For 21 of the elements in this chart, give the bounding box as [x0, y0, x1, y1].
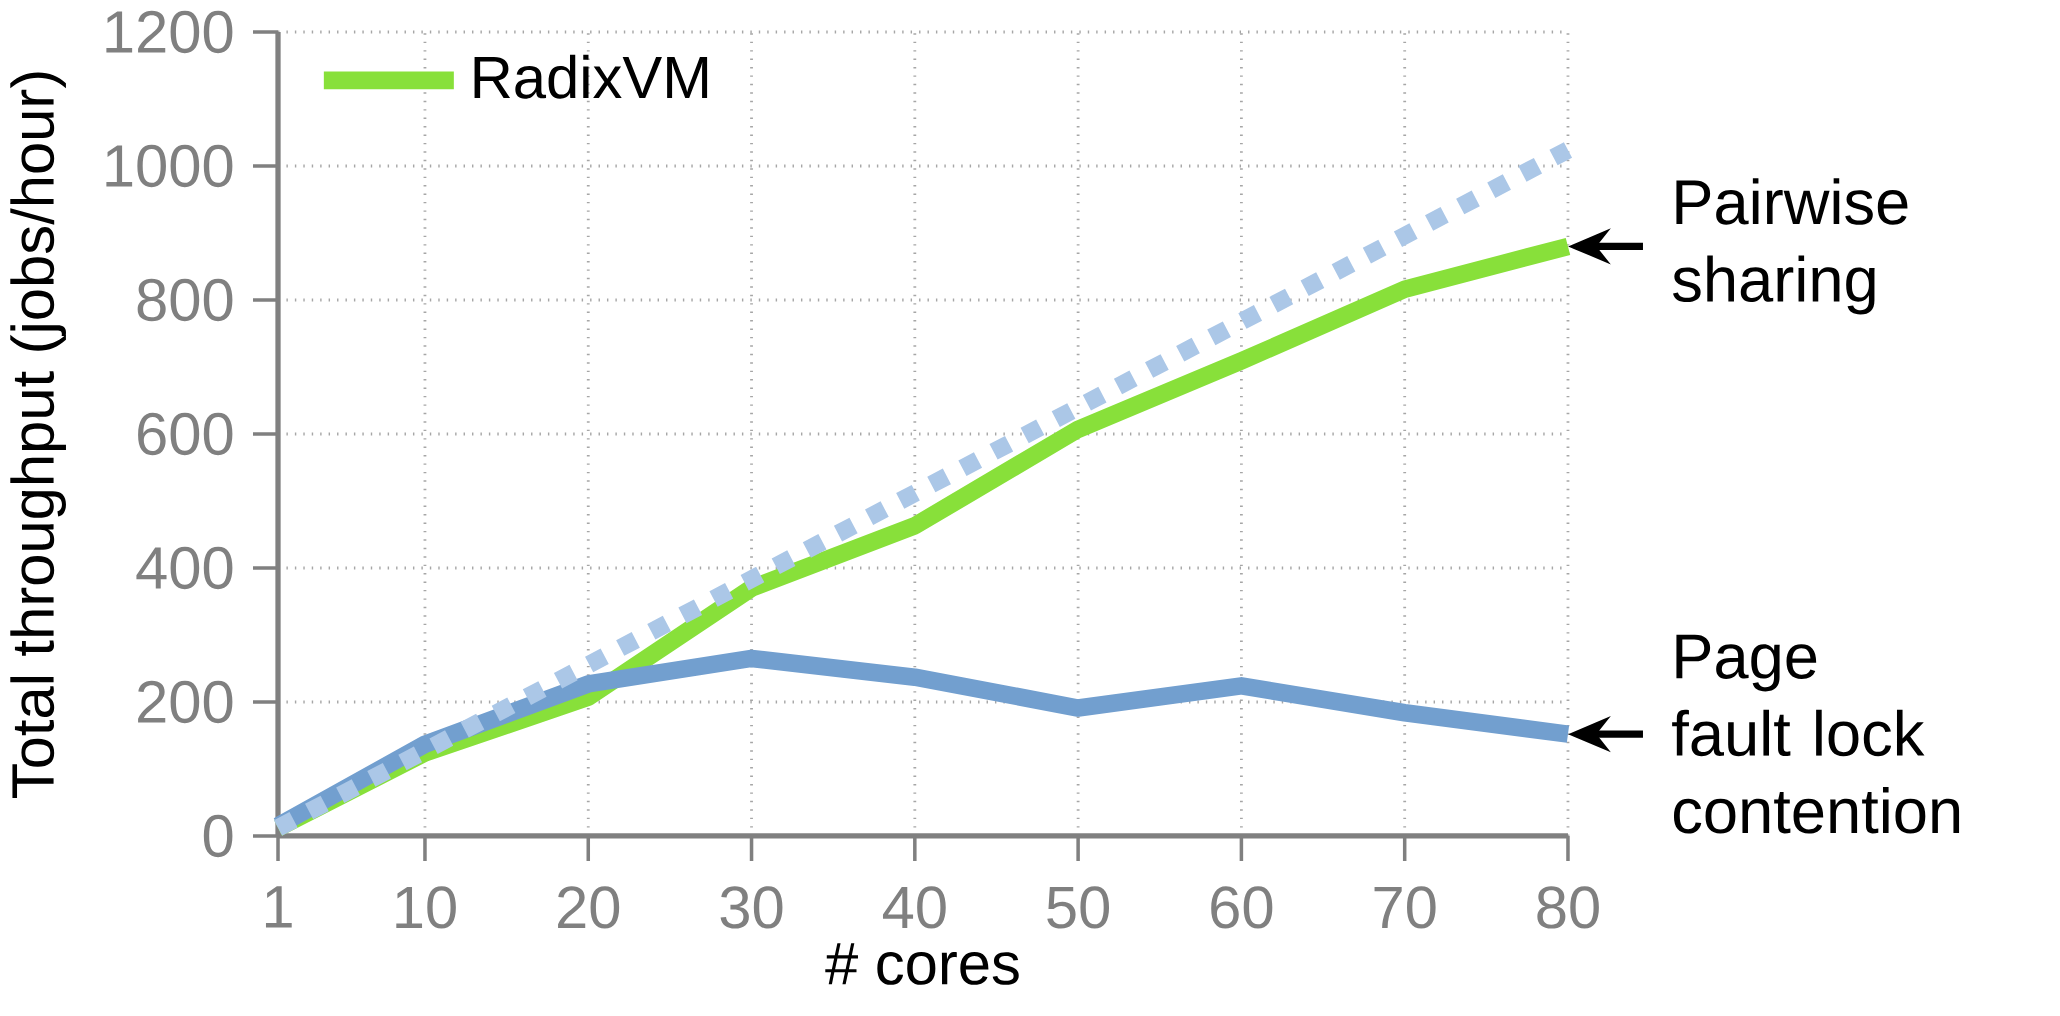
x-tick-label: 30 — [720, 886, 783, 929]
x-tick-label: 50 — [1047, 886, 1110, 929]
x-tick-label: 70 — [1374, 886, 1436, 929]
y-tick-label: 800 — [137, 278, 233, 322]
x-tick-label: 60 — [1211, 886, 1273, 929]
y-tick-label: 0 — [203, 814, 233, 858]
y-tick-label: 400 — [136, 546, 233, 590]
annotation: Page fault lock contention — [1672, 634, 1960, 834]
y-axis-title: Total throughput (jobs/hour) — [10, 72, 66, 799]
legend-label: RadixVM — [474, 54, 708, 99]
annotation: Pairwise sharing — [1673, 178, 1908, 315]
x-tick-label: 80 — [1537, 886, 1599, 929]
x-tick-label: 1 — [265, 886, 292, 928]
y-tick-label: 1000 — [106, 144, 233, 188]
x-tick-label: 40 — [882, 886, 946, 929]
y-tick-label: 1200 — [106, 10, 233, 54]
x-tick-label: 20 — [558, 886, 620, 929]
x-axis-title: # cores — [825, 943, 1019, 985]
y-tick-label: 600 — [138, 412, 233, 456]
y-tick-label: 200 — [138, 680, 233, 724]
x-tick-label: 10 — [396, 886, 456, 929]
